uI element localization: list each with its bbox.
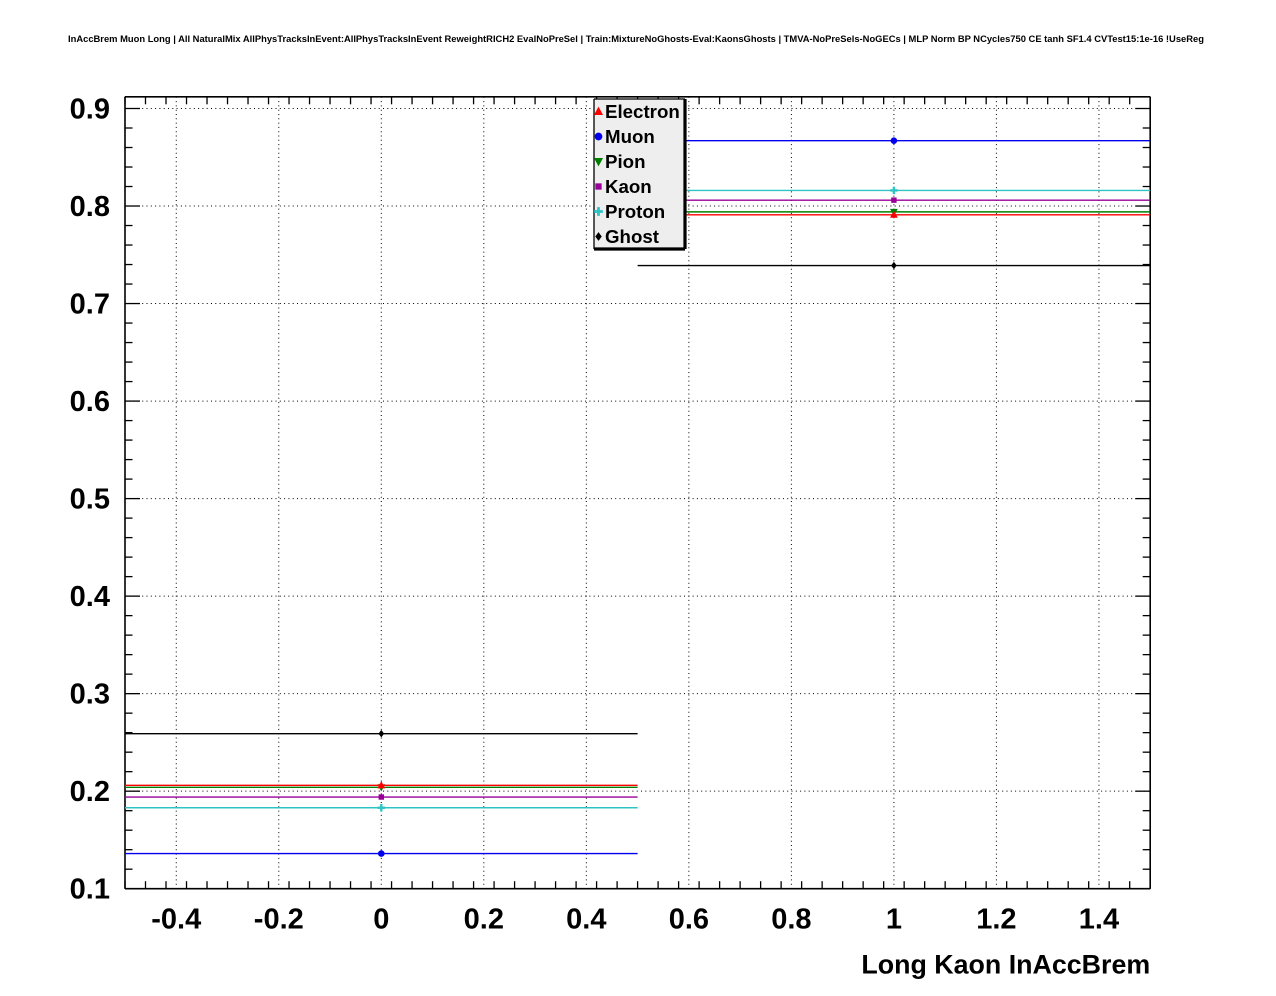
svg-text:Muon: Muon <box>605 126 655 147</box>
svg-text:0.7: 0.7 <box>70 289 110 321</box>
svg-text:Pion: Pion <box>605 151 646 172</box>
svg-text:0.2: 0.2 <box>70 776 110 808</box>
svg-text:-0.4: -0.4 <box>151 904 201 936</box>
svg-text:1: 1 <box>886 904 902 936</box>
svg-text:0.8: 0.8 <box>771 904 811 936</box>
svg-text:1.4: 1.4 <box>1079 904 1119 936</box>
svg-text:0.6: 0.6 <box>669 904 709 936</box>
svg-text:0.1: 0.1 <box>70 874 110 906</box>
svg-text:Ghost: Ghost <box>605 226 659 247</box>
svg-text:0.3: 0.3 <box>70 679 110 711</box>
svg-text:Long Kaon InAccBrem: Long Kaon InAccBrem <box>861 950 1150 980</box>
svg-text:0.5: 0.5 <box>70 484 110 516</box>
svg-text:0.4: 0.4 <box>566 904 606 936</box>
svg-text:0.9: 0.9 <box>70 94 110 126</box>
svg-text:-0.2: -0.2 <box>254 904 304 936</box>
svg-text:0.8: 0.8 <box>70 191 110 223</box>
svg-text:0.2: 0.2 <box>464 904 504 936</box>
svg-text:0.4: 0.4 <box>70 581 110 613</box>
svg-text:Electron: Electron <box>605 101 680 122</box>
svg-text:0: 0 <box>373 904 389 936</box>
svg-text:0.6: 0.6 <box>70 386 110 418</box>
svg-text:1.2: 1.2 <box>976 904 1016 936</box>
svg-text:Proton: Proton <box>605 201 665 222</box>
svg-text:Kaon: Kaon <box>605 176 652 197</box>
